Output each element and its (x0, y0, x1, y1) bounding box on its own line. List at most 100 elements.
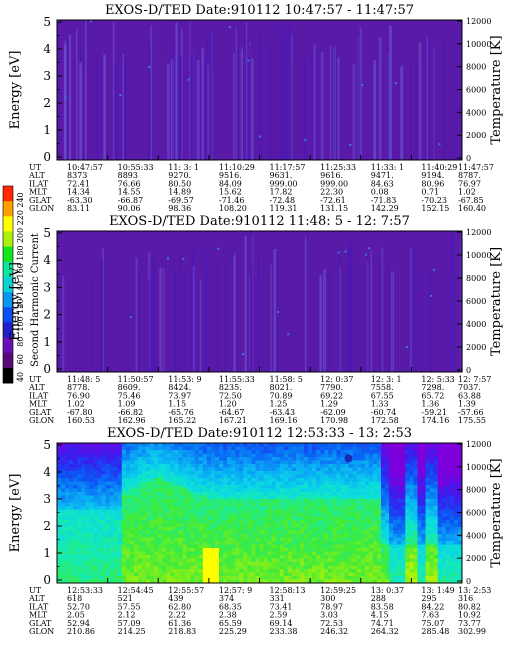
table-cell: 8235. (219, 383, 242, 392)
heatmap-speck (130, 316, 132, 319)
table-cell: 331 (270, 594, 285, 603)
heatmap-cell (304, 488, 309, 493)
heatmap-cell (433, 499, 439, 503)
heatmap-cell (235, 576, 240, 580)
heatmap-cell (429, 534, 435, 538)
heatmap-cell (267, 471, 273, 475)
heatmap-cell (77, 506, 82, 510)
heatmap-cell (340, 499, 345, 503)
heatmap-cell (441, 579, 447, 584)
heatmap-cell (121, 471, 127, 475)
heatmap-cell (219, 502, 224, 507)
heatmap-cell (89, 537, 94, 542)
heatmap-cell (121, 457, 127, 461)
heatmap-cell (251, 516, 256, 521)
heatmap-streak (178, 58, 181, 160)
heatmap-cell (162, 464, 167, 468)
heatmap-cell (214, 520, 220, 524)
heatmap-cell (206, 565, 212, 570)
heatmap-cell (247, 548, 252, 552)
heatmap-cell (166, 572, 171, 577)
heatmap-cell (352, 506, 358, 510)
heatmap-cell (376, 548, 382, 552)
heatmap-cell (113, 548, 119, 552)
heatmap-cell (166, 464, 171, 468)
heatmap-cell (85, 520, 90, 524)
heatmap-cell (405, 474, 410, 479)
heatmap-cell (101, 520, 106, 524)
heatmap-cell (178, 453, 183, 458)
heatmap-cell (279, 541, 285, 545)
heatmap-cell (162, 534, 167, 538)
heatmap-cell (219, 485, 224, 489)
heatmap-cell (405, 579, 410, 584)
heatmap-cell (429, 516, 435, 521)
heatmap-cell (154, 471, 159, 475)
heatmap-cell (158, 450, 163, 454)
heatmap-cell (243, 499, 248, 503)
heatmap-cell (437, 481, 443, 486)
heatmap-cell (409, 534, 414, 538)
heatmap-cell (271, 579, 277, 584)
heatmap-cell (389, 572, 394, 577)
heatmap-cell (77, 453, 82, 458)
heatmap-cell (158, 537, 163, 542)
table-cell: 131.15 (320, 204, 348, 213)
table-cell: 57.09 (118, 619, 141, 628)
heatmap-cell (182, 520, 187, 524)
heatmap-cell (368, 506, 374, 510)
heatmap-cell (77, 478, 82, 482)
heatmap-cell (336, 446, 341, 451)
heatmap-cell (133, 513, 139, 517)
heatmap-cell (360, 516, 366, 521)
heatmap-cell (332, 471, 337, 475)
heatmap-cell (214, 478, 220, 482)
heatmap-cell (158, 579, 163, 584)
heatmap-speck (349, 144, 352, 147)
heatmap-cell (158, 474, 163, 479)
heatmap-cell (356, 506, 362, 510)
heatmap-cell (364, 478, 370, 482)
heatmap-cell (133, 453, 139, 458)
heatmap-cell (65, 506, 70, 510)
heatmap-cell (279, 544, 285, 549)
heatmap-cell (300, 443, 305, 447)
heatmap-cell (158, 509, 163, 514)
heatmap-cell (85, 565, 90, 570)
heatmap-cell (210, 478, 216, 482)
heatmap-cell (158, 530, 163, 535)
heatmap-cell (186, 506, 192, 510)
heatmap-cell (441, 464, 447, 468)
heatmap-cell (417, 576, 422, 580)
heatmap-cell (417, 460, 422, 465)
heatmap-cell (178, 499, 183, 503)
heatmap-cell (247, 513, 252, 517)
heatmap-cell (336, 555, 341, 559)
heatmap-cell (57, 492, 62, 496)
heatmap-cell (287, 474, 293, 479)
heatmap-cell (57, 548, 62, 552)
heatmap-cell (425, 579, 430, 584)
table-cell: 8778. (67, 383, 90, 392)
heatmap-cell (138, 495, 143, 500)
heatmap-cell (344, 530, 349, 535)
heatmap-cell (287, 520, 293, 524)
heatmap-cell (206, 562, 212, 566)
heatmap-cell (190, 551, 196, 556)
heatmap-cell (449, 478, 455, 482)
heatmap-cell (154, 548, 159, 552)
heatmap-cell (227, 520, 232, 524)
heatmap-cell (97, 569, 102, 573)
heatmap-cell (178, 509, 183, 514)
heatmap-cell (105, 548, 111, 552)
heatmap-cell (449, 443, 455, 447)
heatmap-cell (368, 516, 374, 521)
heatmap-cell (352, 537, 358, 542)
heatmap-cell (449, 492, 455, 496)
heatmap-cell (348, 562, 354, 566)
heatmap-cell (210, 569, 216, 573)
heatmap-cell (174, 502, 179, 507)
heatmap-cell (158, 520, 163, 524)
heatmap-cell (105, 492, 111, 496)
heatmap-cell (182, 558, 187, 563)
